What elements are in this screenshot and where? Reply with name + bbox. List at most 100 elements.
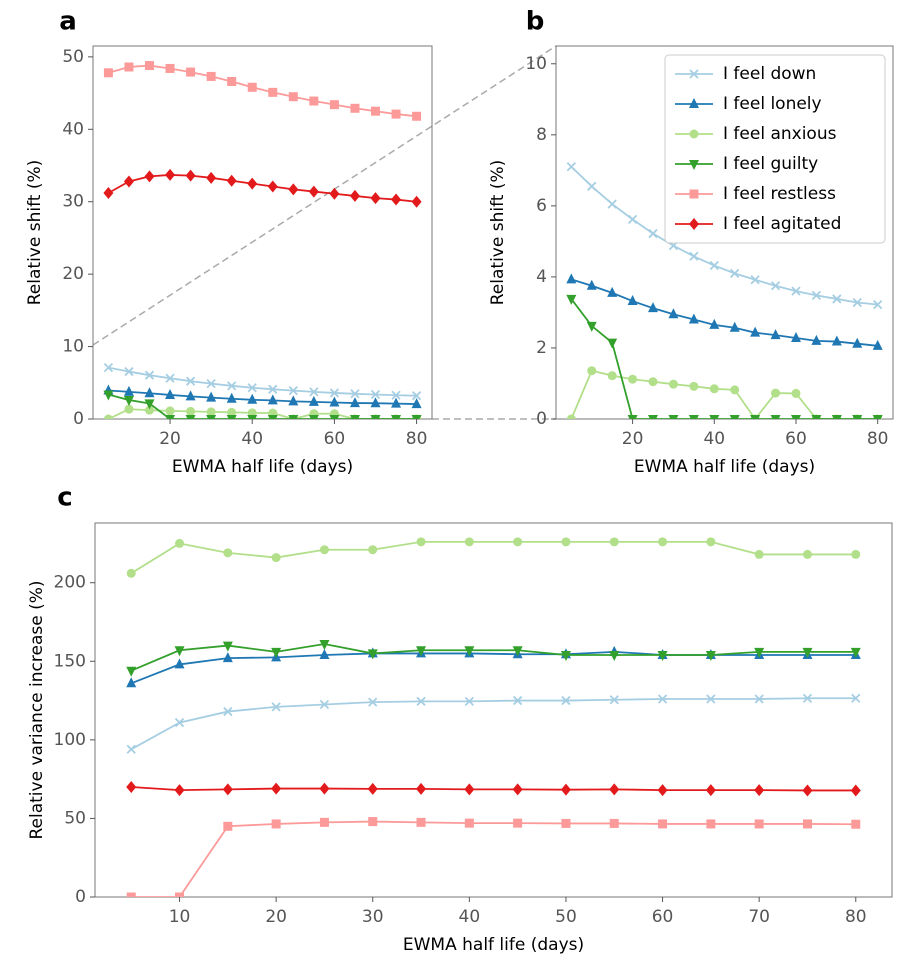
x-tick-label: 20 (159, 429, 181, 449)
marker (657, 784, 668, 797)
marker (627, 415, 638, 419)
x-tick-label: 40 (459, 907, 481, 927)
marker (319, 782, 330, 795)
x-axis-title: EWMA half life (days) (403, 935, 584, 955)
marker (223, 548, 233, 558)
legend-box (664, 54, 886, 244)
marker (709, 384, 719, 394)
marker (288, 92, 298, 102)
x-axis-title: EWMA half life (days) (172, 457, 353, 477)
y-tick-label: 10 (525, 54, 547, 74)
y-tick-label: 0 (536, 409, 547, 429)
plot-frame (92, 45, 433, 420)
plot-frame (94, 522, 893, 898)
y-tick-label: 50 (64, 808, 86, 828)
marker (329, 415, 340, 419)
marker (851, 819, 861, 829)
series-line (108, 366, 417, 397)
marker (103, 414, 113, 419)
marker (607, 338, 618, 349)
marker (319, 640, 330, 650)
marker (174, 784, 185, 797)
marker (872, 339, 883, 350)
marker (831, 415, 842, 419)
marker (145, 405, 154, 415)
y-tick-label: 10 (62, 337, 84, 357)
marker (648, 228, 658, 239)
marker (750, 415, 761, 419)
y-tick-label: 0 (73, 409, 84, 429)
marker (271, 553, 281, 563)
legend-label: I feel down (723, 64, 816, 84)
marker (790, 415, 801, 419)
x-tick-label: 40 (703, 429, 725, 449)
marker (222, 641, 233, 652)
y-tick-label: 20 (62, 264, 84, 284)
marker (607, 371, 617, 381)
marker (754, 784, 765, 797)
marker (411, 391, 422, 401)
marker (513, 537, 523, 547)
series-line (131, 820, 856, 897)
plot-area (103, 61, 422, 419)
marker (416, 537, 426, 547)
marker (668, 415, 679, 419)
x-tick-label: 60 (324, 429, 346, 449)
marker (368, 697, 378, 707)
marker (175, 538, 185, 548)
marker (587, 181, 597, 191)
series-line (130, 697, 856, 751)
marker (802, 647, 813, 658)
marker (185, 169, 196, 182)
series-line (570, 166, 878, 306)
marker (566, 162, 576, 172)
series-line (130, 643, 856, 672)
marker (851, 693, 861, 703)
y-tick-label: 100 (54, 730, 86, 750)
marker (689, 381, 699, 391)
marker (350, 389, 360, 399)
marker (668, 379, 678, 389)
marker (126, 892, 136, 897)
marker (689, 160, 699, 170)
marker (144, 370, 155, 380)
marker (165, 406, 175, 416)
marker (319, 545, 329, 555)
marker (689, 69, 699, 79)
marker (367, 782, 378, 795)
marker (267, 415, 278, 419)
marker (658, 537, 668, 547)
marker (223, 821, 233, 831)
marker (607, 286, 618, 297)
marker (368, 545, 378, 555)
marker (416, 817, 426, 827)
marker (227, 407, 237, 417)
marker (561, 818, 571, 828)
marker (464, 783, 475, 796)
marker (706, 694, 716, 704)
marker (329, 396, 340, 407)
marker (222, 652, 233, 663)
marker (411, 195, 422, 208)
marker (288, 183, 299, 196)
x-tick-label: 40 (241, 429, 263, 449)
marker (174, 717, 185, 728)
marker (206, 171, 217, 184)
marker (165, 373, 175, 383)
marker (126, 666, 137, 677)
marker (247, 177, 258, 190)
y-axis-title: Relative shift (%) (25, 160, 45, 306)
series-line (571, 278, 878, 347)
marker (770, 415, 781, 419)
marker (206, 415, 217, 419)
marker (790, 332, 801, 343)
marker (627, 214, 638, 224)
marker (206, 391, 217, 402)
marker (416, 782, 427, 795)
marker (464, 696, 474, 706)
marker (308, 395, 319, 406)
marker (271, 819, 281, 829)
y-tick-label: 200 (54, 573, 86, 593)
marker (145, 61, 154, 71)
